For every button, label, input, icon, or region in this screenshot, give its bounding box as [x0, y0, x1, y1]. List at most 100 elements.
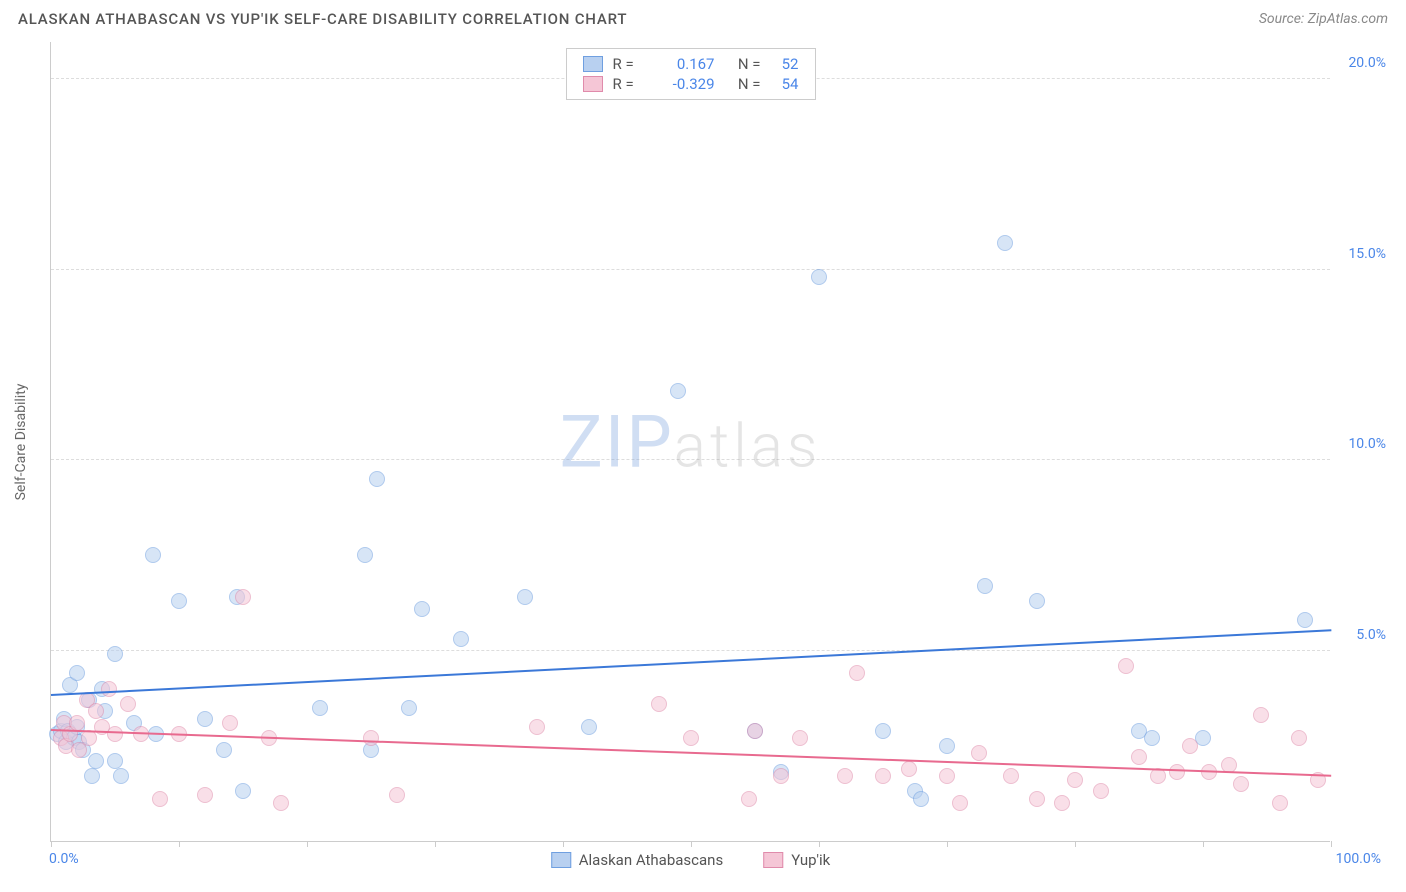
scatter-point [1003, 768, 1019, 784]
legend-r-prefix: R = [613, 55, 647, 73]
scatter-point [107, 753, 123, 769]
gridline [51, 269, 1330, 270]
legend-correlation-row: R = -0.329 N = 54 [583, 74, 799, 94]
scatter-point [1093, 783, 1109, 799]
legend-swatch [583, 56, 603, 72]
scatter-point [517, 589, 533, 605]
scatter-point [401, 700, 417, 716]
scatter-point [222, 715, 238, 731]
legend-r-value: -0.329 [657, 75, 715, 93]
scatter-point [792, 730, 808, 746]
scatter-point [651, 696, 667, 712]
scatter-point [875, 723, 891, 739]
x-tick [307, 841, 308, 847]
legend-n-prefix: N = [725, 75, 761, 93]
legend-n-value: 52 [771, 55, 799, 73]
gridline [51, 459, 1330, 460]
scatter-point [837, 768, 853, 784]
scatter-point [145, 547, 161, 563]
legend-correlation-row: R =0.167N =52 [583, 54, 799, 74]
x-tick [1203, 841, 1204, 847]
scatter-point [69, 665, 85, 681]
scatter-point [273, 795, 289, 811]
scatter-point [952, 795, 968, 811]
scatter-point [235, 589, 251, 605]
scatter-point [357, 547, 373, 563]
y-tick-label: 5.0% [1356, 627, 1386, 643]
legend-swatch [551, 852, 571, 868]
scatter-point [747, 723, 763, 739]
scatter-point [1291, 730, 1307, 746]
scatter-point [414, 601, 430, 617]
scatter-point [1233, 776, 1249, 792]
x-tick [51, 841, 52, 847]
scatter-point [88, 753, 104, 769]
scatter-point [1182, 738, 1198, 754]
scatter-point [453, 631, 469, 647]
scatter-point [581, 719, 597, 735]
x-tick-label: 0.0% [49, 851, 79, 867]
legend-r-prefix: R = [613, 75, 647, 93]
y-axis-label: Self-Care Disability [13, 384, 29, 501]
scatter-point [69, 715, 85, 731]
scatter-point [1029, 593, 1045, 609]
scatter-point [216, 742, 232, 758]
scatter-point [107, 726, 123, 742]
legend-series: Alaskan Athabascans Yup'ik [551, 851, 831, 869]
y-tick-label: 10.0% [1348, 436, 1386, 452]
scatter-point [171, 593, 187, 609]
scatter-point [1118, 658, 1134, 674]
scatter-point [84, 768, 100, 784]
watermark: ZIPatlas [560, 399, 822, 484]
scatter-point [913, 791, 929, 807]
scatter-point [1029, 791, 1045, 807]
watermark-atlas: atlas [674, 410, 822, 481]
legend-series-label: Alaskan Athabascans [579, 851, 723, 869]
scatter-point [773, 768, 789, 784]
watermark-zip: ZIP [560, 399, 674, 484]
scatter-point [997, 235, 1013, 251]
scatter-point [939, 768, 955, 784]
scatter-point [1253, 707, 1269, 723]
legend-series-item: Alaskan Athabascans [551, 851, 723, 869]
scatter-point [683, 730, 699, 746]
legend-swatch [583, 76, 603, 92]
legend-n-prefix: N = [725, 55, 761, 73]
scatter-point [389, 787, 405, 803]
scatter-point [1272, 795, 1288, 811]
scatter-point [88, 703, 104, 719]
x-tick [179, 841, 180, 847]
legend-swatch [763, 852, 783, 868]
scatter-point [901, 761, 917, 777]
chart-header: ALASKAN ATHABASCAN VS YUP'IK SELF-CARE D… [0, 0, 1406, 34]
scatter-point [113, 768, 129, 784]
scatter-point [1131, 749, 1147, 765]
scatter-point [197, 787, 213, 803]
scatter-point [101, 681, 117, 697]
scatter-point [369, 471, 385, 487]
x-tick [435, 841, 436, 847]
plot-area: ZIPatlas R =0.167N =52R =-0.329N =54 Ala… [50, 42, 1330, 842]
gridline [51, 650, 1330, 651]
chart-source: Source: ZipAtlas.com [1259, 11, 1388, 27]
scatter-point [670, 383, 686, 399]
x-tick [947, 841, 948, 847]
scatter-point [235, 783, 251, 799]
legend-n-value: 54 [771, 75, 799, 93]
plot-wrapper: Self-Care Disability ZIPatlas R =0.167N … [45, 42, 1385, 842]
x-tick [1331, 841, 1332, 847]
scatter-point [1144, 730, 1160, 746]
legend-correlation: R =0.167N =52R =-0.329N =54 [566, 48, 816, 100]
scatter-point [849, 665, 865, 681]
legend-series-item: Yup'ik [763, 851, 830, 869]
x-tick [819, 841, 820, 847]
x-tick [1075, 841, 1076, 847]
scatter-point [811, 269, 827, 285]
scatter-point [875, 768, 891, 784]
scatter-point [120, 696, 136, 712]
scatter-point [971, 745, 987, 761]
scatter-point [1067, 772, 1083, 788]
scatter-point [1297, 612, 1313, 628]
scatter-point [741, 791, 757, 807]
trend-line [51, 629, 1331, 696]
